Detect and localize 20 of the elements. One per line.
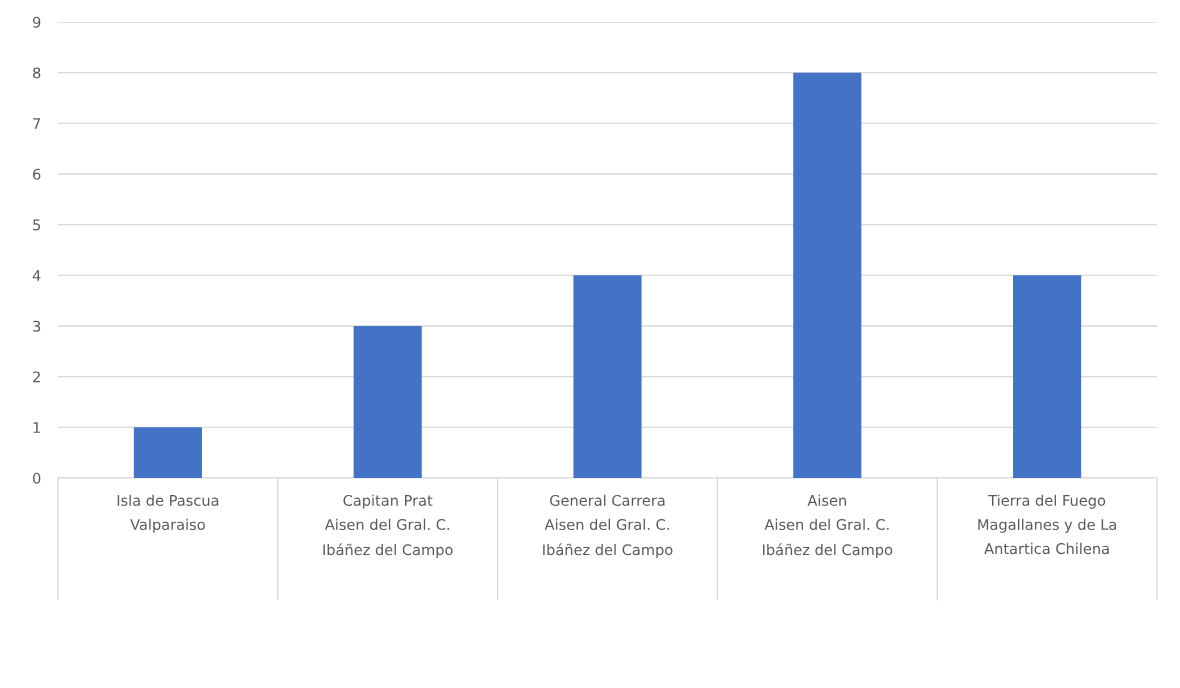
y-tick-label: 6	[33, 168, 41, 180]
x-tick-label: General Carrera Aisen del Gral. C. Ibáñez del Campo	[543, 494, 673, 559]
y-tick-label: 7	[33, 118, 41, 129]
y-tick-label: 5	[33, 219, 41, 231]
x-tick-label: Aisen Aisen del Gral. C. Ibáñez del Campo	[763, 494, 893, 559]
x-tick-label: Tierra del Fuego Magallanes y de La Antartica Chilena	[978, 494, 1116, 555]
x-tick-label: Isla de Pascua Valparaiso	[117, 494, 219, 533]
y-tick-label: 4	[32, 270, 41, 281]
y-tick-label: 8	[33, 67, 41, 79]
y-tick-label: 1	[33, 422, 40, 433]
bar	[133, 427, 202, 478]
bar	[353, 326, 422, 478]
y-tick-label: 0	[33, 472, 41, 484]
bar	[1013, 275, 1082, 478]
y-tick-label: 2	[33, 371, 40, 383]
y-tick-label: 9	[32, 16, 41, 28]
bar	[573, 275, 642, 478]
x-tick-label: Capitan Prat Aisen del Gral. C. Ibáñez del Campo	[323, 494, 453, 559]
bar	[793, 72, 862, 478]
y-tick-label: 3	[33, 320, 41, 332]
